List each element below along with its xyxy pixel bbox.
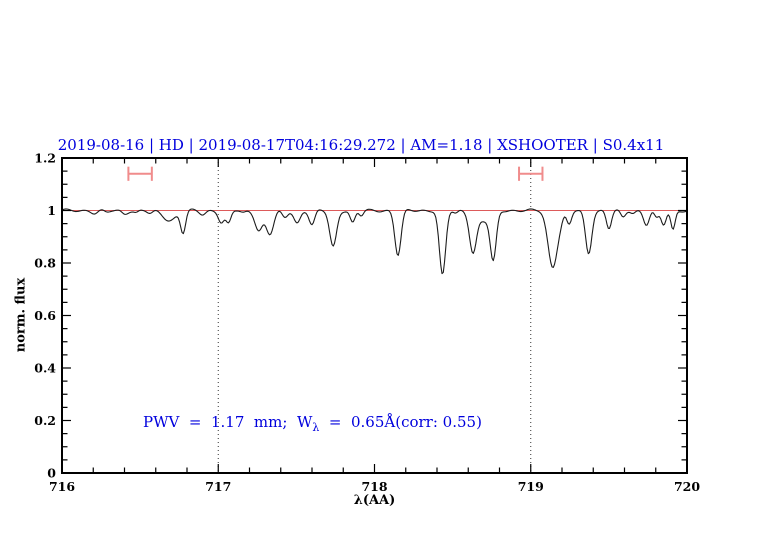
x-tick-label: 719 (518, 479, 544, 494)
y-tick-label: 0.6 (34, 308, 56, 323)
plot-frame (61, 157, 688, 474)
y-tick-label: 1 (47, 203, 56, 218)
pwv-annotation-suffix: = 0.65Å(corr: 0.55) (319, 413, 482, 431)
y-tick-label: 1.2 (34, 151, 56, 166)
y-axis-title: norm. flux (13, 277, 29, 353)
spectrum-line (61, 208, 688, 275)
y-tick-label: 0 (47, 466, 56, 481)
y-tick-label: 0.8 (34, 256, 56, 271)
pwv-annotation: PWV = 1.17 mm; Wλ = 0.65Å(corr: 0.55) (143, 413, 482, 434)
y-tick-label: 0.4 (34, 361, 56, 376)
y-tick-label: 0.2 (34, 413, 56, 428)
pwv-annotation-prefix: PWV = 1.17 mm; W (143, 413, 313, 431)
x-tick-label: 716 (49, 479, 75, 494)
x-axis-title: λ(AA) (353, 493, 396, 508)
x-tick-label: 717 (205, 479, 231, 494)
pwv-annotation-lambda-sub: λ (312, 421, 320, 434)
plot-title: 2019-08-16 | HD | 2019-08-17T04:16:29.27… (57, 136, 665, 154)
x-tick-label: 720 (674, 479, 700, 494)
x-tick-label: 718 (361, 479, 387, 494)
